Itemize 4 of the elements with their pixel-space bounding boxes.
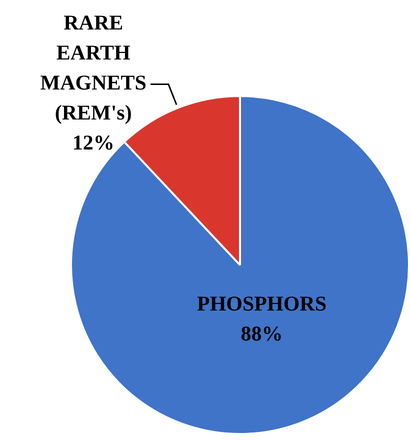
data-label: 88% [240, 321, 283, 346]
slice-label: RARE EARTH MAGNETS (REM's) [40, 10, 146, 125]
slice-label: PHOSPHORS [197, 291, 327, 316]
data-label: 12% [72, 130, 114, 155]
